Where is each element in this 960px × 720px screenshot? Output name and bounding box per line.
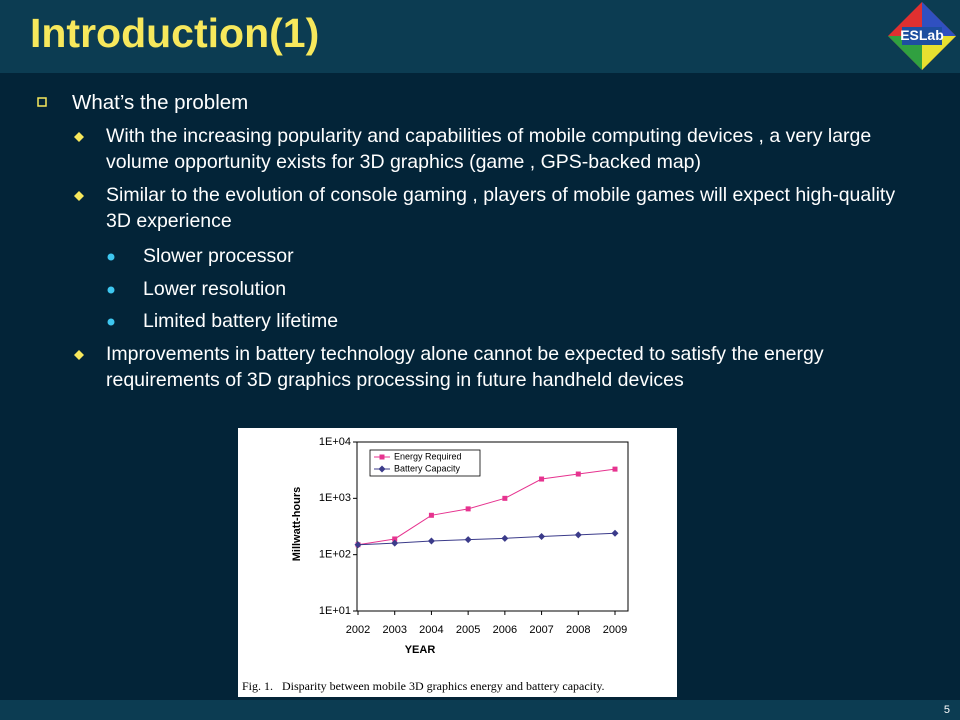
bullet-icon	[74, 350, 84, 360]
bullet-shape	[74, 350, 84, 360]
bullet-shape	[74, 191, 84, 201]
bullet-square	[37, 97, 47, 107]
legend-label: Energy Required	[394, 451, 462, 461]
heading: What’s the problem	[72, 91, 249, 114]
data-point	[428, 512, 434, 518]
legend-marker	[378, 465, 386, 473]
data-point	[464, 536, 472, 544]
legend-label: Battery Capacity	[394, 463, 461, 473]
bullet-text: Limited battery lifetime	[143, 310, 339, 332]
bullet-icon	[107, 286, 115, 294]
y-axis-label: Millwatt-hours	[291, 487, 303, 562]
data-point	[354, 541, 362, 549]
data-point	[501, 534, 509, 542]
bullet-shape	[107, 253, 115, 261]
data-point	[612, 466, 618, 472]
x-tick-label: 2002	[346, 624, 370, 636]
caption: Fig. 1. Disparity between mobile 3D grap…	[242, 679, 605, 693]
x-axis-label: YEAR	[405, 644, 436, 656]
data-point	[574, 531, 582, 539]
logo-label-bg	[902, 27, 942, 45]
legend-box	[369, 449, 481, 477]
figure: YEAR Millwatt-hours Fig. 1. Disparity be…	[238, 428, 677, 702]
bullet-shape	[107, 286, 115, 294]
bullet-text: With the increasing popularity and capab…	[106, 125, 872, 173]
series-line	[357, 532, 616, 546]
x-tick-label: 2008	[566, 624, 590, 636]
data-point	[575, 471, 581, 477]
x-tick-label: 2004	[419, 624, 443, 636]
data-point	[538, 533, 546, 541]
bullet-icon	[107, 253, 115, 261]
bullet-text: Similar to the evolution of console gami…	[106, 184, 896, 232]
logo-text: ESLab	[900, 27, 944, 43]
footer-band	[0, 700, 960, 720]
y-tick-label: 1E+03	[319, 492, 351, 504]
y-tick-label: 1E+01	[319, 605, 351, 617]
data-point	[427, 537, 435, 545]
data-point	[465, 506, 471, 512]
series-line	[357, 468, 616, 546]
header-band	[0, 0, 960, 73]
x-tick-label: 2006	[493, 624, 517, 636]
data-point	[502, 495, 508, 501]
y-tick-label: 1E+02	[319, 549, 351, 561]
data-point	[539, 476, 545, 482]
slide-title: Introduction(1)	[30, 10, 320, 56]
x-tick-label: 2009	[603, 624, 627, 636]
logo: ESLab	[888, 2, 956, 70]
bullet-text: Improvements in battery technology alone…	[106, 343, 824, 391]
x-tick-label: 2007	[529, 624, 553, 636]
bullet-text: Lower resolution	[143, 278, 287, 300]
bullet-icon	[74, 191, 84, 201]
bullet-shape	[107, 318, 115, 326]
bullet-shape	[74, 132, 84, 142]
page-number: 5	[943, 704, 950, 716]
legend-marker	[379, 454, 385, 460]
data-point	[611, 529, 619, 537]
data-point	[392, 536, 398, 542]
y-tick-label: 1E+04	[319, 436, 351, 448]
bullet-icon	[107, 318, 115, 326]
bullet-text: Slower processor	[143, 245, 294, 267]
x-tick-label: 2005	[456, 624, 480, 636]
bullet-icon	[37, 97, 47, 107]
data-point	[391, 539, 399, 547]
x-tick-label: 2003	[382, 624, 406, 636]
bullet-icon	[74, 132, 84, 142]
chart: YEAR Millwatt-hours Fig. 1. Disparity be…	[238, 428, 677, 697]
